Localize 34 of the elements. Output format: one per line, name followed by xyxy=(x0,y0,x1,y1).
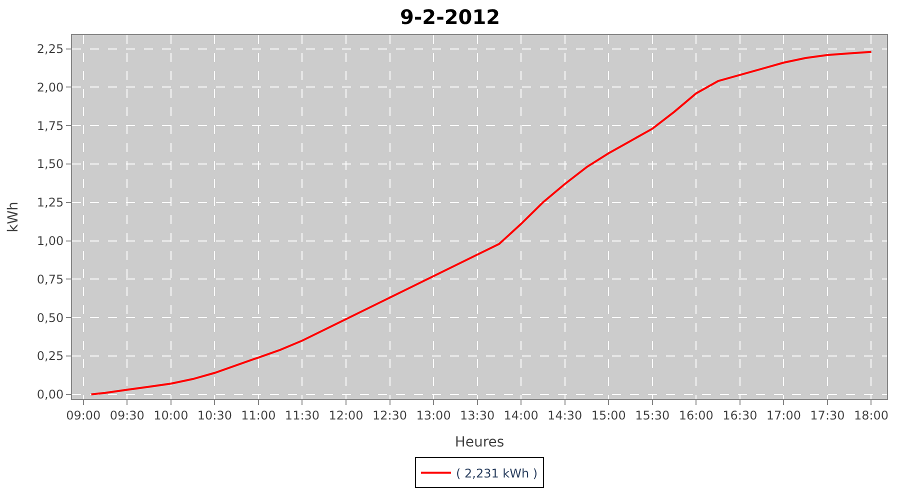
y-tick-label: 0,00 xyxy=(36,388,64,402)
chart-title: 9-2-2012 xyxy=(400,5,500,29)
x-tick-label: 14:00 xyxy=(504,408,538,422)
x-tick-label: 11:30 xyxy=(284,408,320,422)
y-tick-label: 0,25 xyxy=(36,349,64,364)
y-tick-label: 1,00 xyxy=(36,234,64,248)
x-tick-label: 13:00 xyxy=(416,408,451,422)
x-axis-title: Heures xyxy=(454,434,504,451)
x-tick-label: 17:30 xyxy=(810,408,845,422)
x-tick-label: 14:30 xyxy=(548,408,582,422)
x-tick-label: 09:30 xyxy=(110,408,144,422)
line-series xyxy=(90,50,872,396)
x-tick-label: 15:00 xyxy=(591,408,626,422)
y-tick-label: 0,50 xyxy=(36,310,64,325)
x-tick-label: 16:00 xyxy=(678,408,714,422)
x-tick-label: 10:30 xyxy=(197,408,232,422)
x-tick-label: 12:00 xyxy=(328,408,364,422)
x-tick-label: 13:30 xyxy=(460,408,495,422)
y-axis-title: kWh xyxy=(5,202,22,232)
x-tick-label: 17:00 xyxy=(766,408,801,422)
y-tick-label: 1,50 xyxy=(36,157,64,172)
y-tick-label: 2,00 xyxy=(36,80,64,94)
x-tick-label: 10:00 xyxy=(154,408,188,422)
y-tick-label: 2,25 xyxy=(36,42,64,56)
x-tick-label: 09:00 xyxy=(66,408,101,422)
y-tick-label: 0,75 xyxy=(36,272,64,286)
x-tick-label: 18:00 xyxy=(854,408,889,422)
y-tick-label: 1,25 xyxy=(36,196,64,210)
legend-label: ( 2,231 kWh ) xyxy=(456,466,538,480)
x-tick-label: 11:00 xyxy=(241,408,276,422)
x-tick-label: 15:30 xyxy=(635,408,670,422)
x-tick-label: 12:30 xyxy=(372,408,408,422)
y-tick-label: 1,75 xyxy=(36,118,64,133)
x-tick-label: 16:30 xyxy=(722,408,758,422)
